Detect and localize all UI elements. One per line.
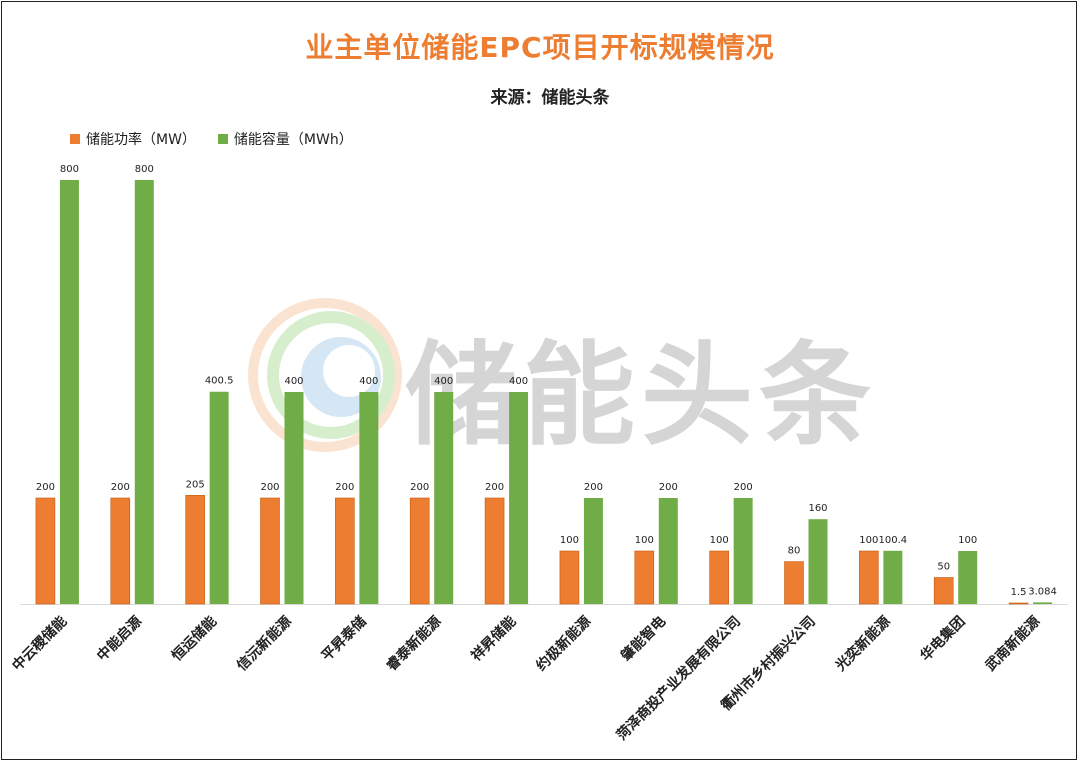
data-label-capacity: 400 (434, 376, 453, 387)
bar-capacity (883, 550, 903, 604)
legend-swatch-capacity (217, 134, 228, 144)
bar-capacity (808, 519, 828, 604)
legend: 储能功率（MW） 储能容量（MWh） (70, 129, 353, 149)
bar-power (1008, 602, 1029, 605)
data-label-capacity: 800 (60, 164, 79, 175)
category-label: 菏泽商投产业发展有限公司 (613, 613, 744, 744)
data-label-power: 50 (937, 562, 950, 573)
legend-item-capacity: 储能容量（MWh） (217, 129, 353, 149)
data-label-power: 200 (410, 482, 429, 493)
data-label-power: 80 (788, 546, 801, 557)
bar-power (335, 497, 355, 605)
category-label: 平昇泰储 (318, 613, 370, 665)
legend-label-power: 储能功率（MW） (86, 132, 196, 148)
bar-power (859, 550, 879, 605)
category-label: 华电集团 (917, 613, 969, 665)
legend-label-capacity: 储能容量（MWh） (233, 132, 353, 148)
bar-capacity (1033, 602, 1053, 604)
chart-title: 业主单位储能EPC项目开标规模情况 (305, 31, 775, 64)
bar-capacity (134, 180, 154, 604)
data-label-power: 200 (111, 482, 130, 493)
bar-power (110, 497, 131, 605)
data-label-power: 200 (485, 482, 504, 493)
bar-capacity (583, 498, 603, 604)
bar-capacity (733, 498, 753, 604)
category-label: 信沅新能源 (233, 613, 295, 675)
data-label-capacity: 200 (584, 482, 603, 493)
data-label-capacity: 100 (958, 535, 977, 546)
bar-capacity (658, 498, 678, 604)
bar-capacity (59, 180, 79, 604)
bar-power (35, 497, 56, 605)
data-label-capacity: 400 (509, 376, 528, 387)
bar-power (185, 495, 205, 605)
category-label: 中能启源 (93, 613, 145, 665)
data-label-power: 200 (335, 482, 354, 493)
chart-subtitle: 来源：储能头条 (490, 88, 610, 108)
bar-capacity (958, 551, 978, 604)
data-label-power: 205 (186, 479, 205, 490)
category-label: 恒运储能 (168, 613, 220, 665)
category-label: 中云稷储能 (9, 613, 71, 675)
category-label: 肇能智电 (617, 613, 669, 665)
data-label-power: 100 (560, 535, 579, 546)
legend-item-power: 储能功率（MW） (70, 129, 196, 149)
data-label-capacity: 400 (359, 376, 378, 387)
bar-power (260, 497, 280, 605)
data-label-capacity: 160 (808, 503, 827, 514)
legend-swatch-power (70, 134, 80, 144)
data-label-power: 200 (36, 482, 55, 493)
category-label: 睿泰新能源 (382, 613, 444, 675)
data-label-capacity: 200 (734, 482, 753, 493)
bar-power (484, 497, 505, 605)
data-label-power: 1.5 (1011, 587, 1027, 598)
category-label: 约极新能源 (533, 613, 595, 675)
bar-capacity (359, 392, 379, 604)
bar-capacity (209, 391, 229, 604)
data-label-capacity: 800 (135, 164, 154, 175)
data-label-power: 100 (710, 535, 729, 546)
bar-power (559, 550, 580, 605)
data-label-power: 200 (260, 482, 279, 493)
data-label-capacity: 200 (659, 482, 678, 493)
data-label-power: 100 (859, 535, 878, 546)
bar-power (784, 561, 804, 605)
data-label-power: 100 (635, 535, 654, 546)
data-label-capacity: 3.084 (1028, 586, 1057, 597)
bar-power (709, 550, 729, 605)
bar-power (634, 550, 655, 605)
data-label-capacity: 400.5 (205, 376, 234, 387)
data-label-capacity: 400 (284, 376, 303, 387)
bar-capacity (509, 392, 529, 604)
bar-power (933, 577, 954, 605)
category-label: 光奕新能源 (831, 613, 893, 675)
bar-capacity (434, 392, 454, 604)
category-label: 武南新能源 (982, 613, 1044, 675)
data-label-capacity: 100.4 (879, 535, 908, 546)
bar-capacity (284, 392, 304, 604)
category-label: 祥昇储能 (468, 613, 520, 665)
bar-power (409, 497, 430, 605)
